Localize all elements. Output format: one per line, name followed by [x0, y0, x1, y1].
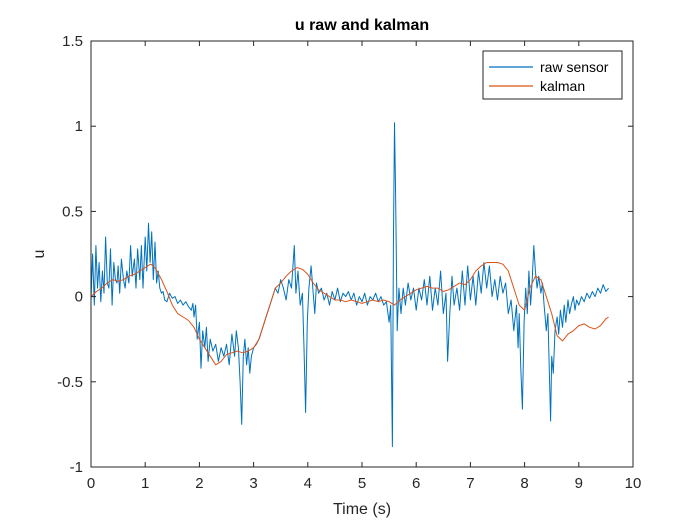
y-tick-label: -1: [70, 459, 83, 476]
x-tick-label: 1: [141, 475, 149, 492]
ticks-layer: 0 1 2 3 4 5 6 7 8 9 10 -1 -0.5 0 0.5 1 1.5: [57, 33, 641, 492]
x-tick-label: 9: [575, 475, 583, 492]
chart-title: u raw and kalman: [295, 17, 429, 34]
y-tick-label: 1.5: [62, 33, 83, 50]
y-tick-label: 0: [75, 289, 83, 306]
legend: raw sensor kalman: [482, 50, 623, 100]
y-axis-label: u: [31, 250, 48, 259]
legend-label-kalman: kalman: [540, 78, 585, 94]
legend-box: [482, 50, 623, 100]
x-tick-label: 5: [358, 475, 366, 492]
x-tick-label: 4: [304, 475, 312, 492]
x-tick-label: 2: [195, 475, 203, 492]
x-tick-label: 0: [87, 475, 95, 492]
x-tick-label: 7: [466, 475, 474, 492]
y-tick-label: 0.5: [62, 203, 83, 220]
plot-area: [91, 41, 633, 467]
y-tick-label: 1: [75, 118, 83, 135]
y-tick-label: -0.5: [57, 374, 83, 391]
x-tick-label: 10: [625, 475, 642, 492]
series-line-kalman: [90, 262, 609, 366]
x-tick-label: 3: [249, 475, 257, 492]
x-axis-label: Time (s): [333, 501, 391, 518]
series-layer: [90, 122, 609, 448]
x-tick-label: 6: [412, 475, 420, 492]
legend-label-raw-sensor: raw sensor: [540, 59, 609, 75]
x-tick-label: 8: [520, 475, 528, 492]
